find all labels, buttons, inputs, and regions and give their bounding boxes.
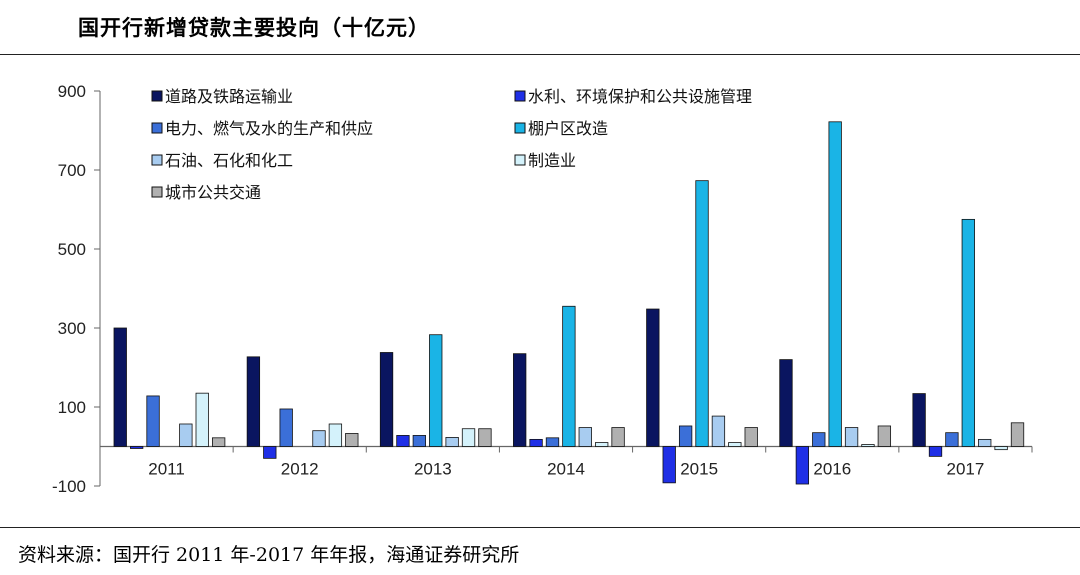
bar bbox=[246, 356, 261, 447]
bar bbox=[113, 327, 127, 447]
bar bbox=[328, 423, 343, 447]
bar bbox=[928, 446, 943, 457]
bar bbox=[562, 305, 576, 447]
bar bbox=[412, 435, 426, 447]
bar bbox=[396, 435, 410, 447]
bar bbox=[129, 446, 144, 449]
bar bbox=[263, 446, 277, 459]
legend-label: 城市公共交通 bbox=[165, 183, 261, 202]
y-tick-label: 500 bbox=[58, 240, 86, 259]
legend-swatch bbox=[151, 186, 163, 198]
legend-label: 道路及铁路运输业 bbox=[165, 87, 293, 106]
bar bbox=[345, 433, 359, 447]
legend-swatch bbox=[151, 154, 163, 166]
bar bbox=[961, 218, 975, 447]
bottom-divider bbox=[0, 527, 1080, 528]
bar bbox=[429, 334, 443, 447]
y-tick-label: 700 bbox=[58, 161, 86, 180]
x-tick-label: 2014 bbox=[547, 460, 585, 479]
y-tick-label: 100 bbox=[58, 398, 86, 417]
y-tick-label: -100 bbox=[52, 477, 86, 496]
bar bbox=[728, 442, 742, 447]
y-tick-label: 900 bbox=[58, 82, 86, 101]
bar bbox=[795, 446, 810, 485]
legend-swatch bbox=[151, 122, 163, 134]
source-note: 资料来源：国开行 2011 年-2017 年年报，海通证券研究所 bbox=[18, 544, 520, 566]
x-tick-label: 2011 bbox=[148, 460, 185, 479]
bar bbox=[662, 446, 676, 484]
bar bbox=[445, 437, 459, 447]
bar bbox=[179, 423, 193, 447]
bar bbox=[779, 359, 793, 447]
bar bbox=[695, 180, 709, 447]
bar-chart: -100 100 300 500 700 900 2011 2012 2013 2014 2015 2… bbox=[52, 82, 1033, 496]
bar bbox=[195, 392, 209, 447]
bar bbox=[578, 427, 592, 447]
bar bbox=[812, 432, 826, 447]
x-tick-label: 2016 bbox=[813, 460, 851, 479]
bar bbox=[513, 353, 527, 447]
bar bbox=[461, 428, 476, 447]
page-title: 国开行新增贷款主要投向（十亿元） bbox=[78, 15, 430, 40]
bar bbox=[611, 427, 625, 447]
x-tick-label: 2017 bbox=[947, 460, 985, 479]
bar bbox=[711, 415, 726, 447]
legend-label: 石油、石化和化工 bbox=[165, 151, 293, 170]
bar bbox=[545, 437, 560, 447]
x-tick-label: 2013 bbox=[414, 460, 452, 479]
bar bbox=[312, 430, 326, 447]
bar bbox=[146, 395, 160, 447]
legend-swatch bbox=[514, 122, 526, 134]
bar bbox=[279, 408, 293, 447]
legend-label: 电力、燃气及水的生产和供应 bbox=[165, 119, 373, 138]
bar bbox=[912, 393, 926, 447]
bar bbox=[595, 442, 609, 447]
legend-label: 棚户区改造 bbox=[528, 119, 608, 138]
bar bbox=[678, 425, 693, 447]
bar bbox=[1010, 422, 1025, 447]
legend-label: 水利、环境保护和公共设施管理 bbox=[528, 87, 752, 106]
legend-swatch bbox=[151, 90, 163, 102]
bar bbox=[844, 427, 859, 447]
bar bbox=[379, 352, 394, 447]
legend-swatch bbox=[514, 90, 526, 102]
bar bbox=[828, 121, 842, 447]
bar bbox=[211, 437, 226, 447]
y-tick-label: 300 bbox=[58, 319, 86, 338]
bar bbox=[744, 427, 758, 447]
legend-swatch bbox=[514, 154, 526, 166]
bar bbox=[945, 432, 959, 447]
bar bbox=[877, 425, 892, 447]
bar bbox=[529, 438, 543, 447]
x-tick-label: 2012 bbox=[281, 460, 319, 479]
top-divider bbox=[0, 54, 1080, 55]
bar bbox=[646, 308, 660, 447]
bar bbox=[994, 446, 1008, 451]
bar bbox=[978, 438, 992, 447]
bar bbox=[861, 444, 875, 447]
legend-label: 制造业 bbox=[528, 151, 576, 170]
bar bbox=[478, 428, 492, 447]
x-tick-label: 2015 bbox=[680, 460, 718, 479]
